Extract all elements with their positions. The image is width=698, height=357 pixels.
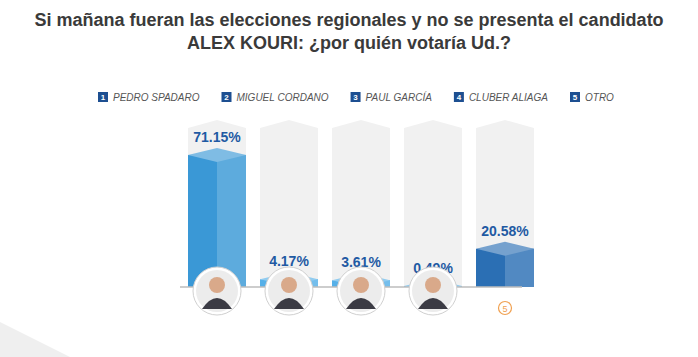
photo-head — [353, 277, 369, 293]
other-marker: 5 — [499, 302, 512, 315]
legend-label: MIGUEL CORDANO — [237, 92, 329, 103]
other-circle — [499, 302, 512, 315]
legend-number: 3 — [353, 93, 358, 102]
legend-item: 5 OTRO — [570, 92, 614, 103]
bar-top — [476, 242, 534, 256]
legend-item: 1 PEDRO SPADARO — [98, 92, 200, 103]
bar-group — [476, 242, 534, 287]
corner-decoration — [0, 322, 70, 357]
title-line: ALEX KOURI: ¿por quién votaría Ud.? — [187, 33, 511, 53]
legend-item: 4 CLUBER ALIAGA — [454, 92, 548, 103]
candidate-photo — [193, 267, 241, 315]
photo-body — [346, 298, 376, 309]
bar-top — [188, 148, 246, 162]
photo-frame — [193, 267, 241, 315]
legend-label: PEDRO SPADARO — [113, 92, 200, 103]
legend: 1 PEDRO SPADARO 2 MIGUEL CORDANO 3 PAUL GARCÍ… — [98, 91, 614, 103]
legend-item: 3 PAUL GARCÍA — [351, 91, 433, 103]
photo-bg — [268, 270, 310, 312]
bar-group — [188, 148, 246, 287]
photo-bg — [340, 270, 382, 312]
data-label: 71.15% — [193, 129, 241, 145]
chart-title: Si mañana fueran las elecciones regional… — [34, 10, 663, 53]
photo-body — [274, 298, 304, 309]
candidate-photo — [265, 267, 313, 315]
photo-frame — [265, 267, 313, 315]
legend-swatch — [570, 92, 580, 102]
photo-head — [209, 277, 225, 293]
legend-number: 5 — [573, 93, 578, 102]
photo-head — [425, 277, 441, 293]
range-track — [404, 120, 462, 287]
photo-body — [202, 298, 232, 309]
range-track — [188, 120, 246, 287]
range-tracks — [188, 120, 534, 287]
photo-head — [281, 277, 297, 293]
range-track — [476, 120, 534, 287]
photo-frame — [337, 267, 385, 315]
chart-root: Si mañana fueran las elecciones regional… — [0, 0, 698, 357]
legend-swatch — [98, 92, 108, 102]
data-label: 20.58% — [481, 223, 529, 239]
avatars: 5 — [193, 267, 512, 315]
legend-number: 1 — [101, 93, 106, 102]
other-number: 5 — [502, 304, 507, 314]
bars — [188, 148, 534, 287]
photo-bg — [412, 270, 454, 312]
legend-swatch — [351, 92, 361, 102]
legend-number: 2 — [224, 93, 229, 102]
photo-bg — [196, 270, 238, 312]
legend-label: PAUL GARCÍA — [366, 91, 433, 103]
title-line: Si mañana fueran las elecciones regional… — [34, 10, 663, 30]
range-track — [260, 120, 318, 287]
legend-label: OTRO — [585, 92, 614, 103]
data-labels: 71.15%4.17%3.61%0.49%20.58% — [193, 129, 529, 276]
range-track — [332, 120, 390, 287]
legend-label: CLUBER ALIAGA — [469, 92, 548, 103]
candidate-photo — [337, 267, 385, 315]
legend-swatch — [454, 92, 464, 102]
candidate-photo — [409, 267, 457, 315]
photo-body — [418, 298, 448, 309]
legend-number: 4 — [457, 93, 462, 102]
photo-frame — [409, 267, 457, 315]
legend-swatch — [222, 92, 232, 102]
legend-item: 2 MIGUEL CORDANO — [222, 92, 329, 103]
